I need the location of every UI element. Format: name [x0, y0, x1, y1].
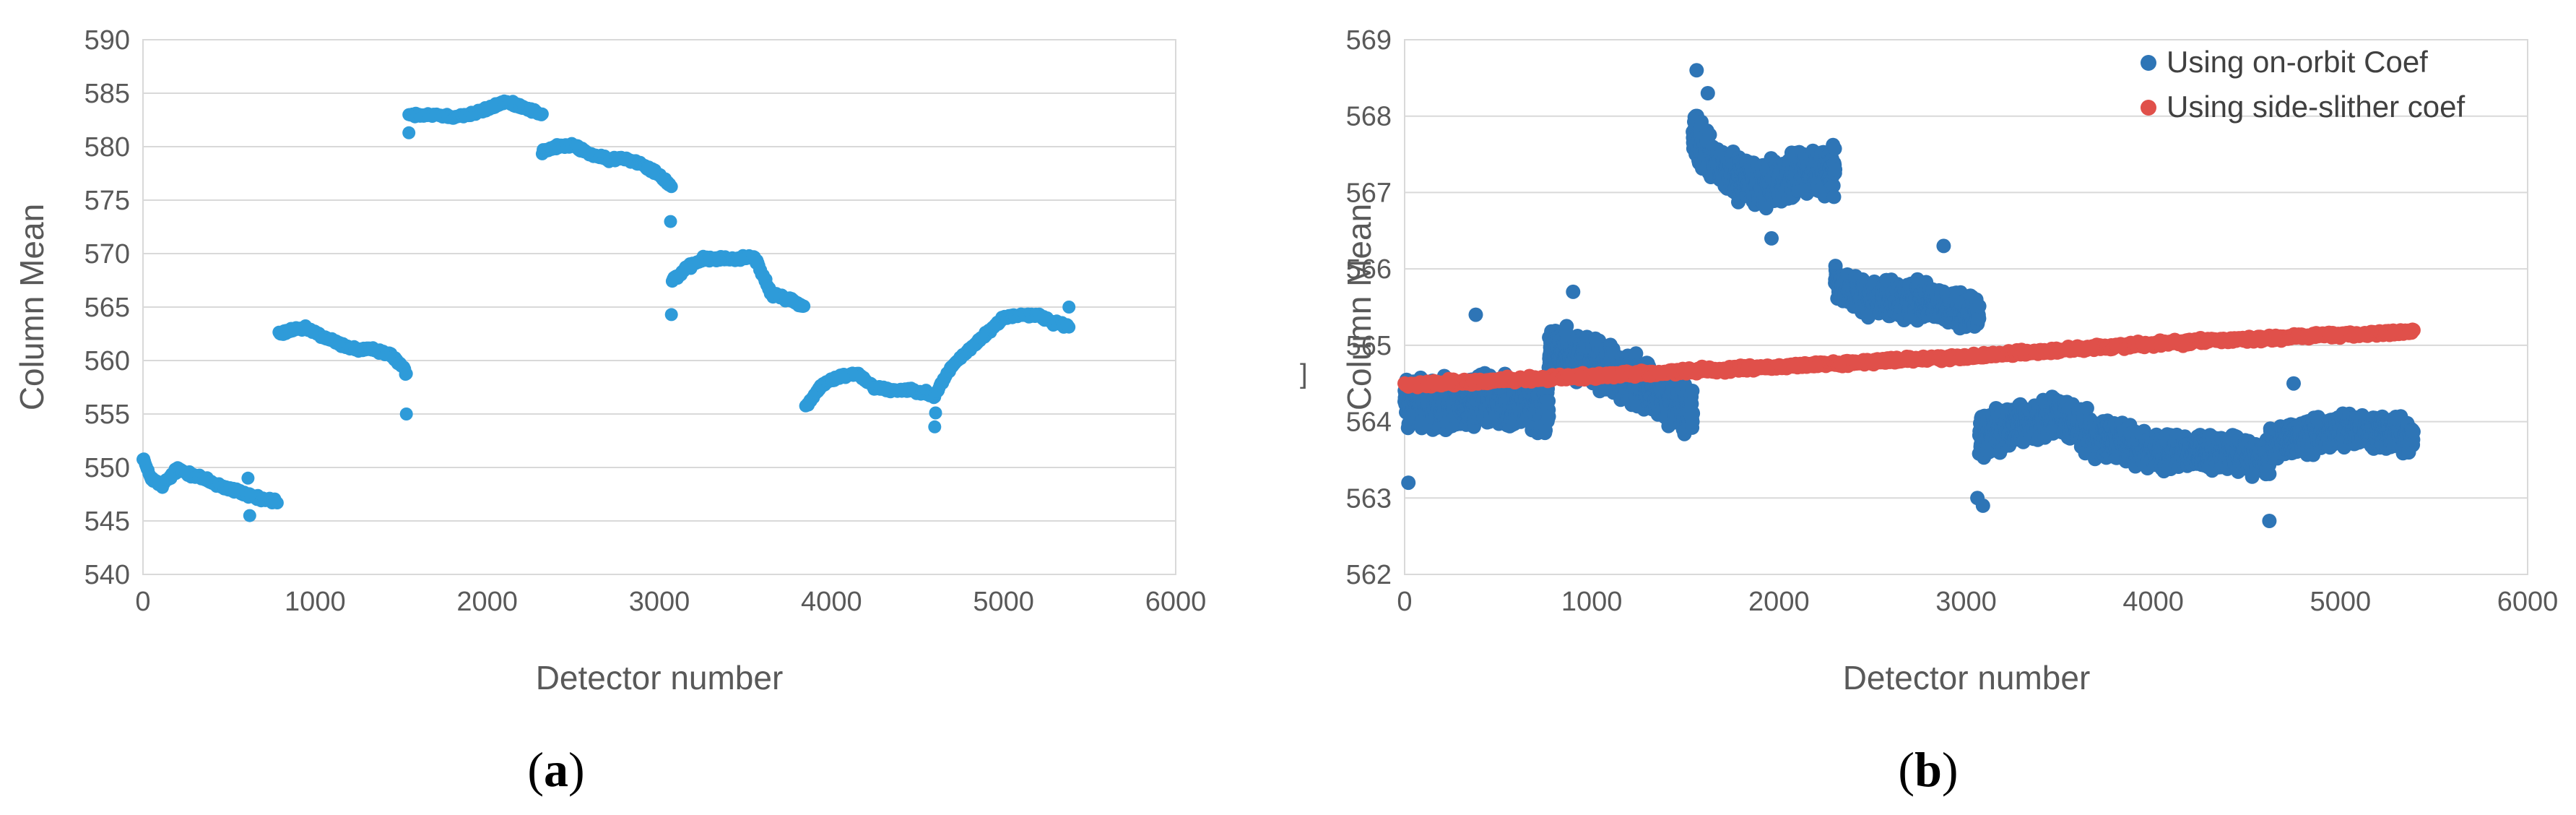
y-tick-label: 550 [84, 453, 130, 483]
y-axis-title: Column Mean [13, 204, 51, 410]
data-point [1702, 127, 1717, 142]
x-tick-labels: 0 1000 2000 3000 4000 5000 6000 [135, 587, 1206, 617]
x-tick-labels: 0 1000 2000 3000 4000 5000 6000 [1397, 587, 2558, 617]
data-point [664, 215, 677, 228]
y-tick-label: 555 [84, 400, 130, 430]
data-point [1062, 301, 1076, 314]
data-point [797, 299, 811, 313]
data-point [241, 471, 255, 485]
y-tick-label: 575 [84, 186, 130, 216]
x-tick-label: 5000 [2310, 587, 2372, 617]
x-tick-label: 5000 [973, 587, 1034, 617]
y-tick-label: 540 [84, 560, 130, 590]
y-tick-label: 566 [1346, 254, 1392, 285]
data-point [664, 180, 678, 194]
y-tick-label: 567 [1346, 178, 1392, 208]
y-tick-label: 562 [1346, 560, 1392, 590]
x-tick-label: 6000 [2497, 587, 2559, 617]
y-tick-label: 545 [84, 506, 130, 537]
data-point [270, 496, 284, 509]
data-point [1828, 162, 1843, 177]
data-point [1827, 141, 1842, 156]
data-point [1629, 346, 1644, 361]
y-tick-label: 565 [1346, 331, 1392, 361]
x-tick-label: 0 [135, 587, 150, 617]
x-tick-label: 0 [1397, 587, 1412, 617]
data-point [1685, 384, 1700, 398]
data-point [664, 308, 678, 322]
data-point [399, 367, 413, 381]
data-point [1541, 409, 1556, 424]
x-tick-label: 3000 [629, 587, 690, 617]
data-point [243, 509, 256, 522]
chart-panel-b: 562 563 564 565 566 567 568 569 0 1000 2000 3000 40… [1340, 25, 2558, 797]
y-tick-label: 563 [1346, 483, 1392, 514]
x-tick-label: 2000 [456, 587, 518, 617]
y-tick-label: 568 [1346, 102, 1392, 132]
data-point [535, 107, 549, 121]
y-tick-label: 569 [1346, 25, 1392, 56]
x-tick-label: 1000 [285, 587, 346, 617]
y-tick-labels: 540 545 550 555 560 565 570 575 580 585 590 [84, 25, 130, 590]
data-point [929, 406, 942, 420]
data-point [1062, 320, 1076, 334]
data-point [1686, 406, 1701, 421]
data-point [402, 126, 416, 139]
data-point [1972, 298, 1987, 314]
y-tick-label: 570 [84, 239, 130, 269]
x-tick-label: 3000 [1935, 587, 1997, 617]
x-tick-label: 2000 [1748, 587, 1810, 617]
data-points [136, 94, 1076, 522]
chart-panel-a: 540 545 550 555 560 565 570 575 580 585 590 0 1000 2… [13, 25, 1206, 797]
x-axis-title: Detector number [536, 659, 784, 697]
x-tick-label: 4000 [2122, 587, 2184, 617]
data-point [928, 420, 942, 434]
x-tick-label: 4000 [801, 587, 862, 617]
y-tick-label: 590 [84, 25, 130, 56]
caption-letter: a [544, 742, 568, 797]
caption-close: ) [568, 742, 585, 797]
data-point [399, 407, 413, 421]
y-tick-label: 565 [84, 293, 130, 323]
gridlines [1405, 39, 2528, 575]
y-tick-label: 564 [1346, 407, 1392, 438]
x-tick-label: 6000 [1145, 587, 1207, 617]
data-point [1826, 189, 1842, 204]
y-tick-label: 580 [84, 132, 130, 163]
data-points [1397, 63, 2421, 528]
x-tick-label: 1000 [1561, 587, 1623, 617]
y-tick-labels: 562 563 564 565 566 567 568 569 [1346, 25, 1392, 590]
caption-open: ( [527, 742, 544, 797]
panel-caption-a: (a) [527, 742, 584, 797]
y-tick-label: 560 [84, 346, 130, 376]
y-tick-label: 585 [84, 79, 130, 109]
gridlines [143, 39, 1176, 575]
